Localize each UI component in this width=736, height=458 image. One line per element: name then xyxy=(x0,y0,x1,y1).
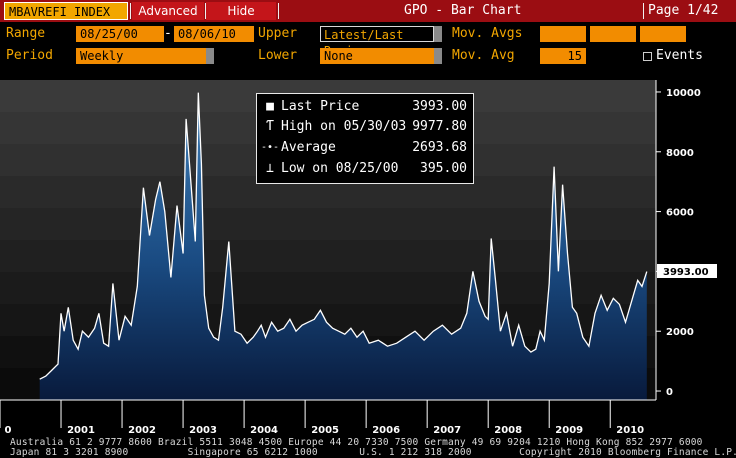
y-axis: 0200040006000800010000 xyxy=(656,88,701,398)
y-tick-label: 0 xyxy=(666,387,673,398)
lower-dropdown-handle[interactable] xyxy=(434,48,442,64)
x-tick-label: 2002 xyxy=(128,425,156,436)
lower-study-field[interactable]: None xyxy=(320,48,434,64)
legend-name: Last Price xyxy=(281,99,360,114)
low-marker-icon: ⊥ xyxy=(266,161,274,176)
legend-name: Average xyxy=(281,140,336,155)
divider xyxy=(643,3,644,19)
mov-avg-label: Mov. Avg xyxy=(452,48,515,63)
upper-dropdown-handle[interactable] xyxy=(434,26,442,42)
legend-row-last-price: ■ Last Price 3993.00 xyxy=(261,98,467,116)
high-marker-icon: Ƭ xyxy=(266,119,274,134)
range-start-field[interactable]: 08/25/00 xyxy=(76,26,164,42)
last-price-marker: 3993.00 xyxy=(657,264,717,278)
events-checkbox[interactable] xyxy=(643,52,652,61)
x-tick-label: 2007 xyxy=(433,425,461,436)
y-tick-label: 10000 xyxy=(666,88,701,99)
x-tick-label: 2006 xyxy=(372,425,400,436)
page-indicator: Page 1/42 xyxy=(648,3,719,18)
price-area xyxy=(39,92,647,400)
legend-name: Low on 08/25/00 xyxy=(281,161,399,176)
background-band xyxy=(0,208,656,241)
range-end-field[interactable]: 08/06/10 xyxy=(174,26,254,42)
period-dropdown-handle[interactable] xyxy=(206,48,214,64)
divider xyxy=(205,3,206,19)
average-marker-icon: -•- xyxy=(261,142,280,153)
security-field[interactable]: MBAVREFI INDEX xyxy=(4,2,128,20)
legend-name: High on 05/30/03 xyxy=(281,119,407,134)
price-line xyxy=(39,92,648,380)
x-tick-label: 2004 xyxy=(250,425,278,436)
x-tick-label: 2003 xyxy=(189,425,217,436)
divider xyxy=(130,3,131,19)
divider xyxy=(278,3,279,19)
y-tick-label: 8000 xyxy=(666,148,694,159)
last-price-label: 3993.00 xyxy=(663,267,709,278)
legend-row-average: -•- Average 2693.68 xyxy=(261,139,467,157)
background-band xyxy=(0,240,656,273)
lower-label: Lower xyxy=(258,48,298,63)
x-tick-label: 2010 xyxy=(616,425,644,436)
mov-avg-field-3[interactable] xyxy=(640,26,686,42)
y-tick-label: 2000 xyxy=(666,327,694,338)
mov-avgs-label: Mov. Avgs xyxy=(452,26,523,41)
mov-avg-field-1[interactable] xyxy=(540,26,586,42)
x-axis: 0 2001 2002 2003 2004 2005 2006 2007 2008 2009 201… xyxy=(0,400,644,436)
legend-value: 395.00 xyxy=(420,161,467,176)
advanced-button[interactable]: Advanced xyxy=(132,2,204,20)
legend-row-high: Ƭ High on 05/30/03 9977.80 xyxy=(261,118,467,136)
y-tick-label: 6000 xyxy=(666,208,694,219)
range-label: Range xyxy=(6,26,46,41)
mov-avg-field-2[interactable] xyxy=(590,26,636,42)
hide-button[interactable]: Hide xyxy=(206,2,276,20)
range-dash: - xyxy=(164,26,172,41)
legend-value: 2693.68 xyxy=(412,140,467,155)
upper-study-field[interactable]: Latest/Last Revi xyxy=(320,26,434,58)
footer-contacts-line1: Australia 61 2 9777 8600 Brazil 5511 304… xyxy=(10,437,703,448)
price-chart[interactable]: 0200040006000800010000 02001200220032004… xyxy=(0,80,736,438)
legend-row-low: ⊥ Low on 08/25/00 395.00 xyxy=(261,160,467,178)
x-tick-label: 2008 xyxy=(494,425,522,436)
window-title: GPO - Bar Chart xyxy=(404,3,522,18)
legend-value: 3993.00 xyxy=(412,99,467,114)
footer-contacts-line2: Japan 81 3 3201 8900 Singapore 65 6212 1… xyxy=(10,447,736,458)
period-field[interactable]: Weekly xyxy=(76,48,206,64)
mov-avg-period-field[interactable]: 15 xyxy=(540,48,586,64)
upper-label: Upper xyxy=(258,26,298,41)
x-tick-label: 2005 xyxy=(311,425,339,436)
x-tick-label: 0 xyxy=(5,425,12,436)
x-tick-label: 2001 xyxy=(67,425,95,436)
square-icon: ■ xyxy=(266,99,274,114)
chart-legend: ■ Last Price 3993.00 Ƭ High on 05/30/03 … xyxy=(256,93,474,184)
background-band xyxy=(0,272,656,305)
events-label: Events xyxy=(656,48,703,63)
period-label: Period xyxy=(6,48,53,63)
legend-value: 9977.80 xyxy=(412,119,467,134)
x-tick-label: 2009 xyxy=(555,425,583,436)
